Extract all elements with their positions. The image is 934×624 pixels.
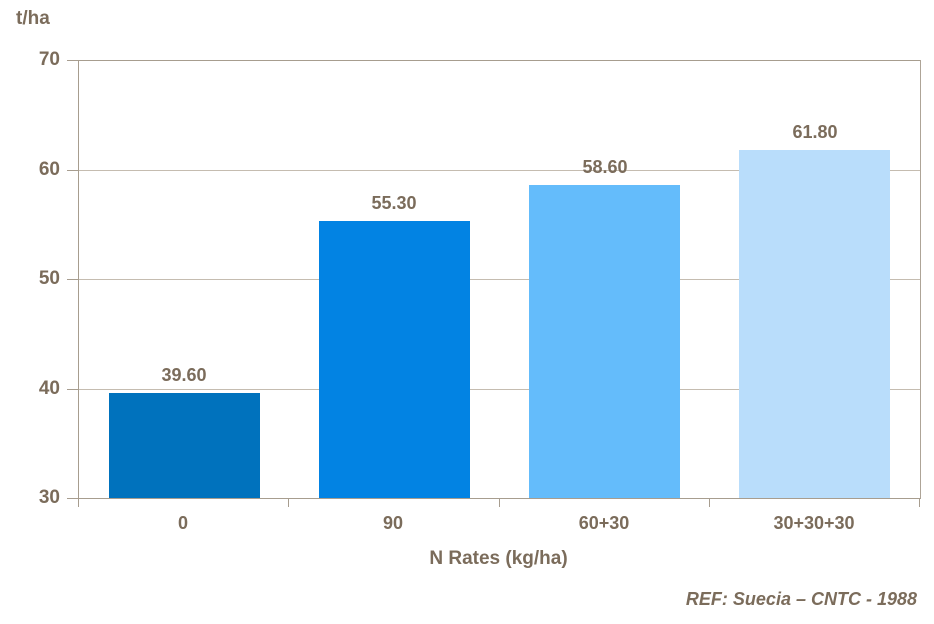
- y-tick-mark-30: [67, 498, 78, 499]
- bar-value-label-60+30: 58.60: [582, 157, 628, 177]
- y-tick-mark-40: [67, 389, 78, 390]
- bar-60+30: [529, 185, 680, 498]
- x-tick-mark-3: [709, 499, 710, 507]
- gridline-60: [79, 170, 920, 171]
- x-category-label-30+30+30: 30+30+30: [773, 513, 855, 533]
- y-tick-mark-60: [67, 170, 78, 171]
- x-category-label-60+30: 60+30: [578, 513, 630, 533]
- gridline-70: [79, 60, 920, 61]
- x-category-label-0: 0: [177, 513, 188, 533]
- y-tick-mark-70: [67, 60, 78, 61]
- x-category-label-90: 90: [382, 513, 404, 533]
- y-tick-label-30: 30: [38, 487, 60, 508]
- y-tick-label-70: 70: [38, 49, 60, 70]
- x-tick-mark-0: [78, 499, 79, 507]
- plot-area: 39.60 55.30 58.60 61.80: [78, 60, 921, 499]
- bar-value-label-30+30+30: 61.80: [792, 122, 838, 142]
- y-tick-label-60: 60: [38, 159, 60, 180]
- x-tick-mark-4: [919, 499, 920, 507]
- bar-value-label-0: 39.60: [161, 365, 207, 385]
- y-tick-label-40: 40: [38, 378, 60, 399]
- gridline-50: [79, 279, 920, 280]
- x-axis-title: N Rates (kg/ha): [429, 548, 568, 569]
- bar-0: [109, 393, 260, 498]
- reference-annotation: REF: Suecia – CNTC - 1988: [685, 589, 917, 609]
- x-tick-mark-1: [288, 499, 289, 507]
- gridline-40: [79, 389, 920, 390]
- bar-90: [319, 221, 470, 498]
- bar-value-label-90: 55.30: [371, 193, 417, 213]
- y-tick-label-50: 50: [38, 268, 60, 289]
- bar-30+30+30: [739, 150, 890, 498]
- y-axis-unit-label: t/ha: [16, 8, 50, 29]
- y-tick-mark-50: [67, 279, 78, 280]
- x-tick-mark-2: [499, 499, 500, 507]
